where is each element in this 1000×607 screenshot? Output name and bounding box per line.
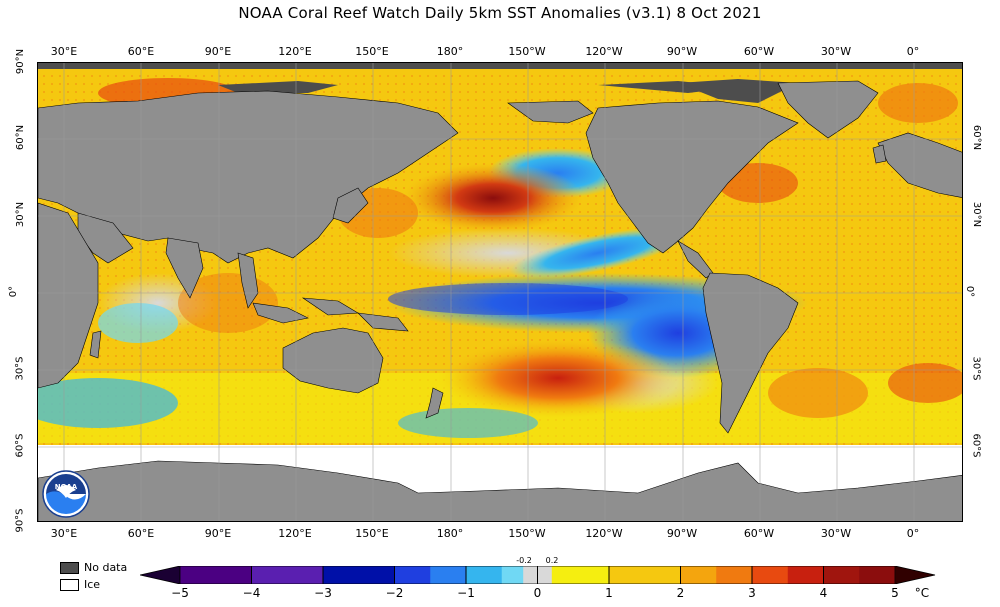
longitude-label: 30°E <box>50 45 78 58</box>
longitude-label: 150°E <box>355 45 389 58</box>
latitude-label: 60°N <box>971 124 983 151</box>
colorbar-tick-label: 3 <box>748 586 756 600</box>
colorbar-segment <box>180 566 252 584</box>
longitude-label: 90°W <box>666 527 698 540</box>
longitude-label: 60°W <box>743 45 775 58</box>
colorbar-tick-label: −5 <box>171 586 189 600</box>
latitude-label: 30°S <box>14 356 26 381</box>
colorbar-segment <box>752 566 789 584</box>
colorbar-segment <box>787 566 824 584</box>
noaa-logo-text: NOAA <box>55 483 78 491</box>
colorbar-segment <box>251 566 324 584</box>
longitude-label: 120°E <box>278 45 312 58</box>
antarctica-land <box>38 460 962 521</box>
colorbar-segment <box>551 566 610 584</box>
longitude-label: 150°E <box>355 527 389 540</box>
noaa-logo: NOAA <box>42 470 90 518</box>
australia-land <box>282 327 384 394</box>
colorbar-segment <box>323 566 395 584</box>
colorbar-tick-label: 0 <box>533 586 542 600</box>
longitude-label: 120°W <box>585 45 623 58</box>
colorbar-segment <box>501 566 524 584</box>
longitude-label: 120°W <box>585 527 623 540</box>
ice-swatch <box>60 579 79 591</box>
colorbar-tick-label: −1 <box>457 586 475 600</box>
sst-anomaly-map <box>37 62 963 522</box>
longitude-label: 30°W <box>820 527 852 540</box>
colorbar-tick-label: 1 <box>605 586 613 600</box>
colorbar-label-pos02: 0.2 <box>545 556 559 565</box>
colorbar-segment <box>716 566 753 584</box>
latitude-label: 0° <box>8 285 20 298</box>
longitude-label: 60°W <box>743 527 775 540</box>
colorbar-unit: °C <box>914 586 930 600</box>
latitude-label: 90°S <box>14 508 26 533</box>
colorbar <box>140 566 936 584</box>
greenland-land <box>777 80 879 139</box>
africa-land <box>38 202 99 389</box>
colorbar-tick-label: 2 <box>676 586 685 600</box>
longitude-label: 60°E <box>127 527 155 540</box>
no-data-swatch <box>60 562 79 574</box>
longitude-label: 180° <box>436 45 464 58</box>
colorbar-tick-label: −3 <box>314 586 332 600</box>
colorbar-low-arrow <box>140 566 181 584</box>
colorbar-segment <box>609 566 681 584</box>
map-canvas <box>38 63 962 521</box>
map-title: NOAA Coral Reef Watch Daily 5km SST Anom… <box>238 4 762 22</box>
longitude-label: 30°E <box>50 527 78 540</box>
latitude-label: 30°S <box>970 356 982 381</box>
longitude-label: 120°E <box>278 527 312 540</box>
colorbar-tick-label: −2 <box>385 586 404 600</box>
longitude-label: 0° <box>906 527 920 540</box>
colorbar-tick-label: 5 <box>891 586 899 600</box>
longitude-label: 150°W <box>508 45 546 58</box>
no-data-label: No data <box>84 561 128 574</box>
longitude-label: 90°E <box>204 527 232 540</box>
colorbar-segment <box>680 566 717 584</box>
graticule <box>38 63 962 521</box>
colorbar-tick-label: −4 <box>242 586 261 600</box>
longitude-label: 0° <box>906 45 920 58</box>
latitude-label: 60°S <box>970 433 982 458</box>
latitude-label: 0° <box>964 285 976 298</box>
longitude-label: 180° <box>436 527 464 540</box>
longitude-label: 150°W <box>508 527 546 540</box>
latitude-label: 60°N <box>15 124 27 151</box>
colorbar-segment <box>430 566 467 584</box>
latitude-label: 30°N <box>15 201 27 228</box>
colorbar-tick-label: 4 <box>819 586 828 600</box>
longitude-label: 90°E <box>204 45 232 58</box>
latitude-label: 30°N <box>971 201 983 228</box>
latitude-label: 90°N <box>15 48 27 75</box>
colorbar-high-arrow <box>894 566 936 584</box>
latitude-label: 60°S <box>14 433 26 458</box>
colorbar-segment <box>394 566 431 584</box>
longitude-label: 90°W <box>666 45 698 58</box>
colorbar-segment <box>859 566 896 584</box>
ice-label: Ice <box>84 578 101 591</box>
colorbar-label-neg02: -0.2 <box>516 556 532 565</box>
colorbar-segment <box>466 566 503 584</box>
longitude-label: 30°W <box>820 45 852 58</box>
longitude-label: 60°E <box>127 45 155 58</box>
colorbar-segment <box>823 566 860 584</box>
